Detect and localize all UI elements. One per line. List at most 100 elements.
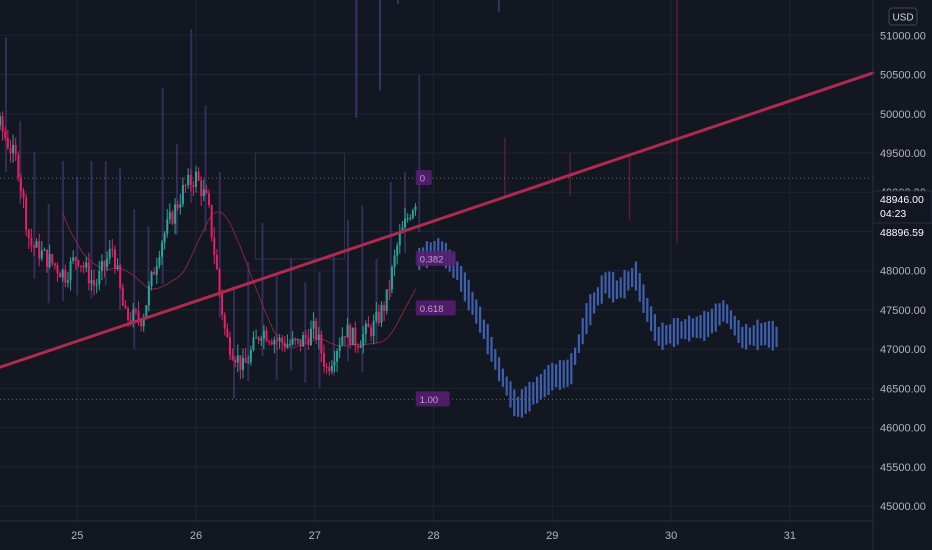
candle-body (161, 242, 164, 257)
candle-body (377, 311, 380, 323)
candle-body (121, 287, 124, 306)
price-tick-label: 48000.00 (880, 266, 926, 278)
candle-body (1, 116, 4, 132)
candle-body (370, 327, 373, 336)
candle-body (132, 309, 135, 324)
candle-body (215, 255, 218, 270)
candle-body (147, 286, 150, 306)
candle-body (4, 131, 7, 139)
fib-label-text: 1.00 (420, 395, 439, 406)
candle-body (333, 361, 336, 366)
candle-body (343, 336, 346, 338)
candle-body (59, 273, 62, 278)
candle-body (289, 343, 292, 345)
candle-body (106, 258, 109, 267)
candle-body (163, 233, 166, 243)
candle-body (323, 353, 326, 367)
candle-body (242, 357, 245, 371)
candle-body (252, 337, 255, 350)
candle-body (66, 280, 69, 283)
candle-body (406, 218, 409, 220)
candle-body (69, 261, 72, 281)
candle-body (221, 291, 224, 315)
candle-body (184, 185, 187, 187)
time-axis[interactable]: 25 26 27 28 29 30 31 (71, 530, 796, 542)
candle-body (134, 309, 137, 312)
candle-body (174, 204, 177, 224)
candle-body (43, 249, 46, 251)
candle-body (383, 304, 386, 311)
candle-body (260, 338, 263, 341)
candle-body (278, 337, 281, 341)
candle-body (176, 204, 179, 208)
candle-body (77, 260, 80, 266)
candle-body (127, 308, 130, 321)
candle-body (32, 245, 35, 248)
candle-body (108, 248, 111, 259)
fib-label-box (415, 170, 432, 186)
candle-body (359, 345, 362, 348)
candle-body (53, 263, 56, 266)
price-tick-label: 45500.00 (880, 462, 926, 474)
currency-badge[interactable]: USD (888, 7, 918, 26)
candle-body (349, 325, 352, 346)
candle-body (247, 362, 250, 364)
price-tick-label: 50000.00 (880, 109, 926, 121)
price-tick-label: 45000.00 (880, 501, 926, 513)
candle-body (111, 248, 114, 250)
candle-body (299, 339, 302, 347)
candle-body (223, 314, 226, 329)
candle-body (231, 355, 234, 360)
candle-body (385, 289, 388, 311)
candle-body (367, 323, 370, 328)
currency-label: USD (892, 13, 913, 24)
candle-body (64, 269, 67, 283)
price-tick-label: 46500.00 (880, 383, 926, 395)
candle-body (17, 155, 20, 178)
candle-body (283, 342, 286, 348)
candle-body (409, 217, 412, 219)
candlestick-series (0, 111, 417, 380)
candle-body (257, 337, 260, 341)
candle-body (98, 271, 101, 285)
candle-body (61, 269, 64, 278)
trendline[interactable] (0, 71, 875, 369)
price-tick-label: 51000.00 (880, 30, 926, 42)
candle-body (40, 250, 43, 259)
ma-line (62, 211, 416, 349)
candle-body (48, 254, 51, 268)
candle-body (74, 257, 77, 261)
candle-body (388, 289, 391, 291)
date-tick-label: 26 (190, 530, 202, 542)
trendline-line (0, 71, 875, 369)
candle-body (14, 144, 17, 156)
candle-body (19, 177, 22, 191)
date-tick-label: 29 (546, 530, 558, 542)
candle-body (210, 204, 213, 238)
candle-body (87, 262, 90, 284)
candle-body (82, 265, 85, 268)
candle-body (228, 337, 231, 356)
fib-label-text: 0.382 (420, 254, 444, 265)
candle-body (202, 189, 205, 196)
candle-body (95, 284, 98, 286)
candle-body (330, 365, 333, 372)
candle-body (189, 174, 192, 186)
candle-body (351, 327, 354, 346)
fib-label-box (415, 391, 450, 407)
candle-body (275, 339, 278, 341)
candle-body (315, 321, 318, 340)
candle-body (194, 171, 197, 187)
candle-body (6, 138, 9, 149)
candle-body (296, 339, 299, 341)
candle-body (404, 218, 407, 228)
candle-body (179, 204, 182, 208)
candle-body (187, 174, 190, 186)
fib-label-box (415, 300, 456, 316)
candle-body (294, 338, 297, 341)
date-tick-label: 30 (665, 530, 677, 542)
candle-body (249, 349, 252, 363)
candle-body (375, 311, 378, 321)
